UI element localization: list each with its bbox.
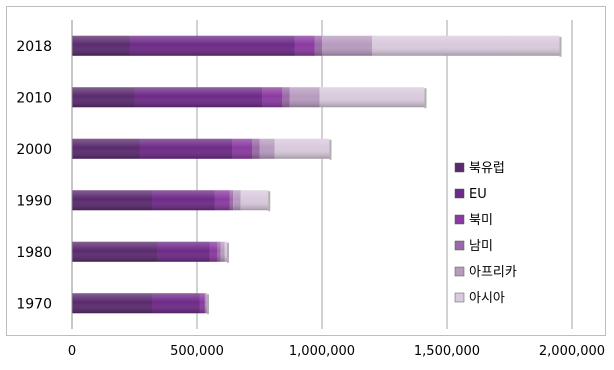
bar-segment-shade [199,293,205,314]
legend-label: 남미 [469,239,493,254]
grid-layer [196,20,573,329]
bar-shadow [329,139,332,160]
bar-segment-shade [294,35,315,56]
bar-segment-shade [72,190,152,211]
bar-shadow [207,294,209,315]
bar-segment-shade [319,87,425,108]
legend-label: 아프리카 [469,265,517,280]
axis-layer: 0 500,000 1,000,000 1,500,000 2,000,000 2018 2… [16,20,605,359]
bar-shadow [227,242,229,263]
y-tick-label: 2018 [16,39,52,55]
bar-segment-shade [252,138,260,159]
y-tick-label: 1980 [16,245,52,261]
bars-layer [72,35,562,315]
bar-segment-shade [274,138,330,159]
x-tick-label: 1,000,000 [289,344,355,359]
legend-label: 북유럽 [469,161,505,176]
bar-segment-shade [240,190,269,211]
bar-segment-shade [282,87,290,108]
bar-segment-shade [233,190,241,211]
legend-label: 아시아 [469,291,505,306]
bar-shadow [424,88,427,109]
x-tick-label: 0 [68,344,76,359]
bar-segment-shade [72,87,135,108]
bar-segment-shade [289,87,320,108]
bar-segment-shade [229,190,234,211]
y-tick-label: 1970 [16,296,52,312]
legend-label: EU [469,187,487,202]
legend-swatch [454,214,465,225]
bar-segment-shade [152,293,200,314]
x-tick-label: 500,000 [170,344,224,359]
x-tick-label: 2,000,000 [539,344,605,359]
bar-segment-shade [262,87,282,108]
bar-segment-shade [232,138,252,159]
y-tick-label: 1990 [16,193,52,209]
bar-segment-shade [152,190,215,211]
y-tick-label: 2000 [16,142,52,158]
legend-swatch [454,292,465,303]
bar-segment-shade [72,35,130,56]
bar-segment-shade [157,241,210,262]
bar-segment-shade [220,241,225,262]
chart-frame [6,6,606,336]
legend-swatch [454,162,465,173]
bar-segment-shade [204,293,206,314]
bar-segment-shade [214,190,230,211]
bar-segment-shade [205,293,207,314]
bar-segment-shade [259,138,275,159]
bar-segment-shade [322,35,372,56]
bar-shadow [559,36,562,57]
bar-segment-shade [224,241,227,262]
x-tick-label: 1,500,000 [414,344,480,359]
bar-segment-shade [217,241,221,262]
bar-segment-shade [372,35,560,56]
bar-segment-shade [72,138,140,159]
bar-segment-shade [314,35,322,56]
bar-segment-shade [72,293,152,314]
bar-segment-shade [139,138,232,159]
bar-shadow [268,191,271,212]
y-tick-label: 2010 [16,90,52,106]
legend-swatch [454,266,465,277]
bar-segment-shade [134,87,262,108]
legend-label: 북미 [469,213,493,228]
legend-swatch [454,240,465,251]
bar-segment-shade [129,35,295,56]
legend-swatch [454,188,465,199]
bar-segment-shade [209,241,217,262]
bar-segment-shade [72,241,157,262]
